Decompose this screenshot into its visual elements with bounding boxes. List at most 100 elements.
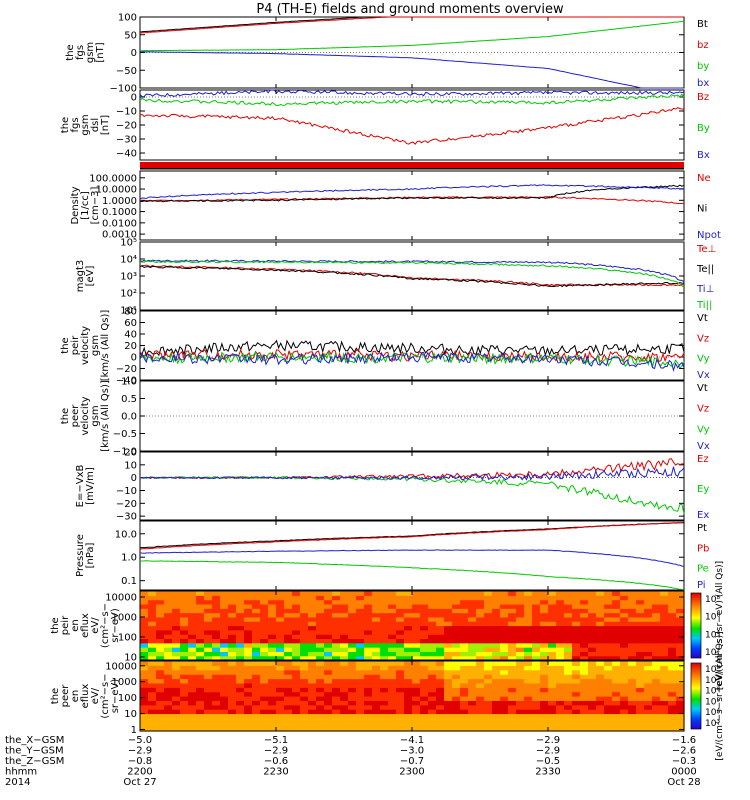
spectrogram-cell <box>196 669 205 675</box>
spectrogram-cell <box>444 642 453 648</box>
spectrogram-cell <box>308 642 317 648</box>
spectrogram-cell <box>156 661 165 666</box>
spectrogram-cell <box>300 591 309 596</box>
spectrogram-cell <box>644 682 653 688</box>
spectrogram-cell <box>332 634 341 640</box>
spectrogram-cell <box>500 696 509 701</box>
spectrogram-cell <box>428 642 437 648</box>
spectrogram-cell <box>348 608 357 614</box>
spectrogram-cell <box>540 696 549 701</box>
spectrogram-cell <box>420 591 429 596</box>
spectrogram-cell <box>612 682 621 688</box>
spectrogram-cell <box>532 700 541 706</box>
spectrogram-cell <box>532 625 541 631</box>
spectrogram-cell <box>452 678 461 684</box>
spectrogram-cell <box>572 634 581 640</box>
spectrogram-cell <box>436 713 445 719</box>
spectrogram-cell <box>596 634 605 640</box>
spectrogram-cell <box>412 687 421 693</box>
spectrogram-cell <box>516 722 525 728</box>
spectrogram-cell <box>492 665 501 671</box>
spectrogram-cell <box>668 717 677 723</box>
spectrogram-cell <box>276 655 285 661</box>
spectrogram-cell <box>508 696 517 701</box>
spectrogram-cell <box>508 678 517 684</box>
spectrogram-cell <box>476 661 485 666</box>
spectrogram-cell <box>372 709 381 715</box>
spectrogram-cell <box>228 661 237 666</box>
spectrogram-cell <box>380 726 389 732</box>
spectrogram-cell <box>180 691 189 697</box>
spectrogram-cell <box>604 608 613 614</box>
spectrogram-cell <box>396 704 405 710</box>
spectrogram-cell <box>148 674 157 680</box>
spectrogram-cell <box>316 599 325 605</box>
spectrogram-cell <box>148 709 157 715</box>
spectrogram-cell <box>380 669 389 675</box>
spectrogram-cell <box>444 691 453 697</box>
spectrogram-cell <box>668 651 677 657</box>
spectrogram-cell <box>572 678 581 684</box>
spectrogram-cell <box>180 625 189 631</box>
spectrogram-cell <box>676 661 685 666</box>
spectrogram-cell <box>492 717 501 723</box>
spectrogram-cell <box>324 625 333 631</box>
spectrogram-cell <box>340 638 349 644</box>
spectrogram-cell <box>300 625 309 631</box>
spectrogram-cell <box>660 722 669 728</box>
spectrogram-cell <box>340 599 349 605</box>
spectrogram-cell <box>636 651 645 657</box>
spectrogram-cell <box>588 669 597 675</box>
spectrogram-cell <box>516 661 525 666</box>
spectrogram-cell <box>652 678 661 684</box>
spectrogram-cell <box>228 722 237 728</box>
spectrogram-cell <box>636 726 645 732</box>
spectrogram-cell <box>620 638 629 644</box>
y-axis-label-temperature: magt3 [eV] <box>75 260 96 293</box>
spectrogram-cell <box>148 647 157 652</box>
spectrogram-cell <box>268 621 277 627</box>
spectrogram-cell <box>148 599 157 605</box>
y-tick-label: −30 <box>116 512 137 523</box>
spectrogram-cell <box>564 595 573 601</box>
spectrogram-cell <box>596 647 605 652</box>
spectrogram-cell <box>644 691 653 697</box>
spectrogram-cell <box>644 591 653 596</box>
spectrogram-cell <box>188 612 197 618</box>
spectrogram-cell <box>660 674 669 680</box>
spectrogram-cell <box>348 616 357 622</box>
x-tick-label: −3.0 <box>400 746 424 757</box>
spectrogram-cell <box>436 612 445 618</box>
spectrogram-cell <box>404 709 413 715</box>
spectrogram-cell <box>268 595 277 601</box>
spectrogram-cell <box>196 691 205 697</box>
spectrogram-cell <box>612 726 621 732</box>
spectrogram-cell <box>348 595 357 601</box>
spectrogram-cell <box>564 599 573 605</box>
spectrogram-cell <box>524 625 533 631</box>
spectrogram-cell <box>164 599 173 605</box>
y-label-line: sr−eV) <box>110 608 121 643</box>
spectrogram-cell <box>404 669 413 675</box>
spectrogram-cell <box>196 678 205 684</box>
spectrogram-cell <box>444 651 453 657</box>
spectrogram-cell <box>292 696 301 701</box>
spectrogram-cell <box>188 691 197 697</box>
spectrogram-cell <box>332 717 341 723</box>
spectrogram-cell <box>180 608 189 614</box>
y-label-line: fgs <box>70 117 81 132</box>
spectrogram-cell <box>596 629 605 635</box>
spectrogram-cell <box>236 621 245 627</box>
spectrogram-cell <box>236 713 245 719</box>
spectrogram-cell <box>396 717 405 723</box>
spectrogram-cell <box>236 642 245 648</box>
spectrogram-cell <box>540 709 549 715</box>
spectrogram-cell <box>316 713 325 719</box>
spectrogram-cell <box>564 603 573 609</box>
spectrogram-cell <box>300 722 309 728</box>
spectrogram-cell <box>380 616 389 622</box>
spectrogram-cell <box>404 651 413 657</box>
spectrogram-cell <box>428 661 437 666</box>
